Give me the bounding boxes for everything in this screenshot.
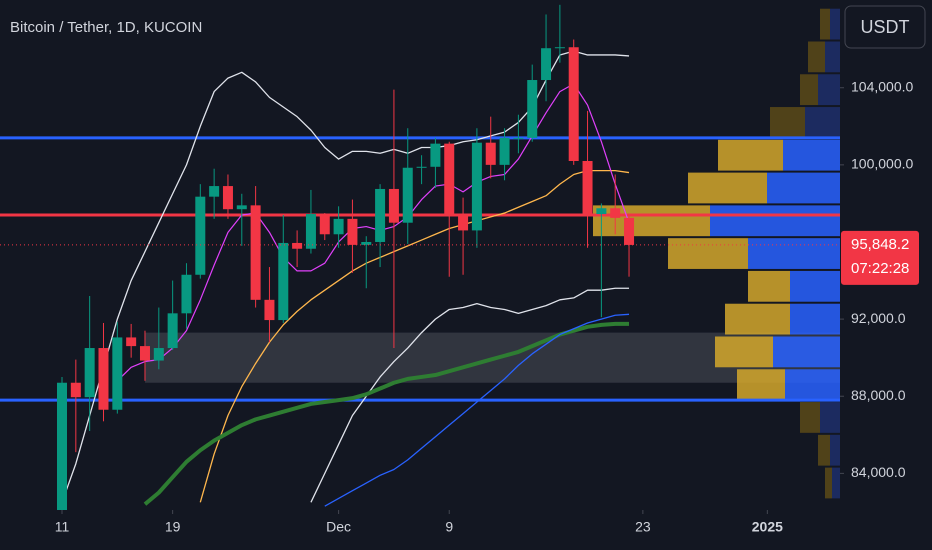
candle-body — [458, 215, 469, 231]
volume-down — [808, 41, 825, 73]
chart-title: Bitcoin / Tether, 1D, KUCOIN — [10, 19, 202, 36]
volume-up — [825, 41, 840, 73]
candle-body — [98, 348, 109, 410]
countdown-label: 07:22:28 — [851, 260, 909, 277]
candle-body — [402, 167, 413, 223]
currency-button-label[interactable]: USDT — [861, 17, 910, 37]
candle-body — [554, 47, 565, 49]
candle-body — [167, 313, 178, 349]
candle-body — [568, 47, 579, 162]
candle-body — [527, 80, 538, 138]
candle-body — [485, 142, 496, 165]
y-tick-label: 104,000.0 — [851, 78, 913, 94]
volume-down — [825, 467, 832, 499]
volume-up — [832, 467, 840, 499]
x-tick-label: Dec — [326, 519, 351, 535]
volume-down — [688, 172, 767, 204]
candle-body — [361, 241, 372, 245]
volume-up — [790, 270, 840, 302]
candle-body — [57, 382, 67, 510]
volume-up — [710, 205, 840, 237]
candle-body — [153, 348, 164, 361]
candle-body — [139, 346, 150, 361]
candle-body — [112, 337, 123, 410]
candle-body — [70, 382, 81, 398]
volume-up — [767, 172, 840, 204]
candle-body — [444, 143, 455, 216]
candle-body — [333, 218, 344, 235]
volume-down — [715, 336, 773, 368]
indicator-line — [199, 169, 630, 503]
volume-up — [790, 303, 840, 335]
x-tick-label: 9 — [445, 519, 453, 535]
candle-body — [347, 218, 358, 245]
candle-body — [278, 242, 289, 321]
volume-down — [748, 270, 790, 302]
x-tick-label: 2025 — [752, 519, 783, 535]
y-tick-label: 92,000.0 — [851, 310, 906, 326]
volume-up — [805, 107, 840, 138]
volume-up — [818, 74, 840, 106]
volume-down — [818, 434, 830, 466]
candle-body — [181, 274, 192, 314]
volume-down — [737, 369, 785, 401]
volume-up — [773, 336, 840, 368]
volume-up — [820, 402, 840, 433]
candle-body — [596, 208, 607, 215]
volume-down — [800, 402, 820, 433]
candle-body — [126, 337, 137, 347]
volume-down — [668, 238, 748, 269]
candle-body — [84, 348, 95, 398]
candle-body — [250, 205, 261, 300]
candle-body — [582, 161, 593, 215]
candle-body — [416, 166, 427, 168]
candle-body — [513, 137, 524, 139]
candle-body — [499, 137, 510, 165]
axes: 104,000.0 100,000.0 92,000.0 88,000.0 84,000… — [55, 78, 919, 535]
volume-up — [748, 238, 840, 269]
candle-body — [610, 208, 621, 218]
last-price-label: 95,848.2 — [851, 236, 909, 253]
candle-body — [195, 196, 206, 275]
y-tick-label: 84,000.0 — [851, 464, 906, 480]
volume-up — [830, 8, 840, 40]
plot-area — [0, 4, 840, 510]
volume-up — [830, 434, 840, 466]
x-tick-label: 11 — [55, 519, 70, 535]
volume-down — [718, 139, 783, 171]
candle-body — [388, 188, 399, 223]
volume-down — [800, 74, 818, 106]
y-tick-label: 100,000.0 — [851, 156, 913, 172]
price-box — [841, 230, 919, 285]
volume-down — [820, 8, 830, 40]
x-tick-label: 23 — [635, 519, 651, 535]
candle-body — [624, 217, 635, 245]
candle-body — [305, 214, 316, 249]
candle-body — [541, 48, 552, 81]
candle-body — [319, 214, 330, 235]
candle-body — [471, 142, 482, 231]
candle-body — [430, 143, 441, 167]
y-tick-label: 88,000.0 — [851, 387, 906, 403]
indicator-line — [310, 287, 630, 503]
x-tick-label: 19 — [165, 519, 181, 535]
indicator-line — [143, 321, 630, 506]
candle-body — [292, 242, 303, 249]
candle-body — [209, 186, 220, 197]
volume-up — [783, 139, 840, 171]
candle-body — [222, 186, 233, 210]
indicator-line — [116, 83, 630, 382]
candle-body — [236, 205, 247, 210]
candle-body — [375, 188, 386, 242]
candle-body — [264, 299, 275, 321]
volume-up — [785, 369, 840, 401]
volume-down — [770, 107, 805, 138]
currency-button[interactable] — [844, 5, 926, 49]
indicator-line — [324, 313, 630, 507]
volume-down — [725, 303, 790, 335]
